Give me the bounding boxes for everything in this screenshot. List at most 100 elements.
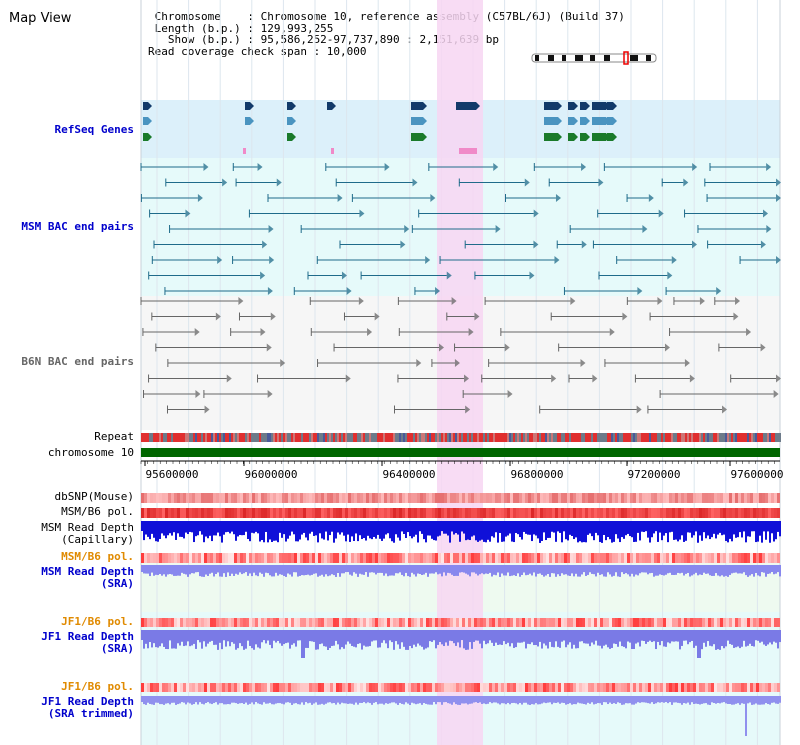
jf1-b6-pol-cell — [552, 618, 555, 627]
msm-b6-pol-cell — [591, 508, 594, 518]
dbsnp-cell — [183, 493, 186, 503]
msm-b6-pol2-cell — [696, 553, 699, 563]
msm-b6-pol2-cell — [351, 553, 354, 563]
jf1-b6-pol-cell — [354, 618, 357, 627]
jf1-trimmed-depth-bar — [611, 696, 613, 704]
jf1-sra-depth-bar — [451, 630, 453, 642]
info-length: Length (b.p.) : 129,993,255 — [148, 21, 334, 35]
msm-b6-pol-cell — [543, 508, 546, 518]
msm-sra-depth-bar — [499, 565, 501, 577]
dbsnp-cell — [648, 493, 651, 503]
jf1-b6-pol-cell — [396, 618, 399, 627]
track-label-b6n-bac-end-pairs[interactable]: B6N BAC end pairs — [21, 355, 134, 368]
jf1-sra-depth-bar — [181, 630, 183, 642]
msm-b6-pol2-cell — [459, 553, 462, 563]
msm-b6-pol-cell — [654, 508, 657, 518]
jf1-b6-pol-cell — [540, 618, 543, 627]
jf1-b6-pol2-cell — [153, 683, 156, 692]
msm-b6-pol-cell — [198, 508, 201, 518]
msm-sra-depth-bar — [201, 565, 203, 577]
msm-b6-pol2-cell — [150, 553, 153, 563]
jf1-sra-depth-bar — [247, 630, 249, 641]
msm-sra-depth-bar — [317, 565, 319, 577]
jf1-sra-depth-bar — [307, 630, 309, 648]
jf1-trimmed-depth-bar — [733, 696, 735, 705]
jf1-b6-pol2-cell — [486, 683, 489, 692]
msm-b6-pol2-cell — [681, 553, 684, 563]
msm-capillary-depth-bar — [385, 521, 387, 535]
dbsnp-cell — [741, 493, 744, 503]
track-label-msm-read-depth-sra[interactable]: MSM Read Depth (SRA) — [0, 566, 134, 590]
dbsnp-cell — [333, 493, 336, 503]
msm-sra-depth-bar — [745, 565, 747, 576]
msm-capillary-depth-bar — [265, 521, 267, 532]
jf1-sra-depth-bar — [267, 630, 269, 641]
jf1-sra-depth-bar — [527, 630, 529, 644]
msm-b6-pol-cell — [192, 508, 195, 518]
dbsnp-cell — [219, 493, 222, 503]
jf1-b6-pol2-cell — [579, 683, 582, 692]
jf1-sra-depth-bar — [265, 630, 267, 644]
jf1-b6-pol-cell — [657, 618, 660, 627]
msm-b6-pol-cell — [771, 508, 774, 518]
msm-b6-pol2-cell — [378, 553, 381, 563]
repeat-element — [203, 433, 205, 442]
jf1-trimmed-depth-bar — [519, 696, 521, 703]
dbsnp-cell — [363, 493, 366, 503]
msm-sra-depth-bar — [677, 565, 679, 573]
msm-b6-pol2-cell — [678, 553, 681, 563]
dbsnp-cell — [402, 493, 405, 503]
repeat-element — [475, 433, 477, 442]
jf1-b6-pol2-cell — [552, 683, 555, 692]
track-label-jf1-read-depth-sra[interactable]: JF1 Read Depth (SRA) — [0, 631, 134, 655]
dbsnp-cell — [336, 493, 339, 503]
jf1-b6-pol2-cell — [588, 683, 591, 692]
jf1-trimmed-depth-bar — [703, 696, 705, 704]
jf1-b6-pol-cell — [372, 618, 375, 627]
jf1-b6-pol2-cell — [441, 683, 444, 692]
msm-b6-pol-cell — [426, 508, 429, 518]
track-label-jf1-read-depth-trimmed[interactable]: JF1 Read Depth (SRA trimmed) — [0, 696, 134, 720]
msm-sra-depth-bar — [637, 565, 639, 576]
gene-strand-arrow — [586, 102, 590, 110]
jf1-sra-depth-bar — [449, 630, 451, 641]
jf1-b6-pol-cell — [177, 618, 180, 627]
jf1-b6-pol2-cell — [435, 683, 438, 692]
jf1-b6-pol-cell — [441, 618, 444, 627]
msm-sra-depth-bar — [327, 565, 329, 577]
repeat-element — [401, 433, 403, 442]
jf1-b6-pol-cell — [408, 618, 411, 627]
repeat-element — [169, 433, 171, 442]
track-label-msm-bac-end-pairs[interactable]: MSM BAC end pairs — [21, 220, 134, 233]
dbsnp-cell — [624, 493, 627, 503]
msm-b6-pol-cell — [603, 508, 606, 518]
msm-capillary-depth-bar — [687, 521, 689, 533]
jf1-trimmed-depth-bar — [657, 696, 659, 703]
jf1-trimmed-depth-bar — [315, 696, 317, 703]
msm-sra-depth-bar — [537, 565, 539, 574]
track-label-refseq-genes[interactable]: RefSeq Genes — [54, 123, 134, 136]
jf1-trimmed-depth-bar — [211, 696, 213, 705]
dbsnp-cell — [345, 493, 348, 503]
msm-b6-pol2-cell — [324, 553, 327, 563]
jf1-trimmed-depth-bar — [749, 696, 751, 703]
gene-strand-arrow — [574, 133, 578, 141]
msm-b6-pol2-cell — [255, 553, 258, 563]
repeat-element — [499, 433, 501, 442]
dbsnp-cell — [330, 493, 333, 503]
msm-b6-pol2-cell — [348, 553, 351, 563]
jf1-b6-pol2-cell — [282, 683, 285, 692]
jf1-sra-depth-bar — [401, 630, 403, 643]
msm-capillary-depth-bar — [583, 521, 585, 543]
msm-capillary-depth-bar — [493, 521, 495, 538]
jf1-trimmed-depth-bar — [515, 696, 517, 704]
msm-b6-pol2-cell — [735, 553, 738, 563]
dbsnp-cell — [357, 493, 360, 503]
jf1-b6-pol-cell — [564, 618, 567, 627]
repeat-element — [213, 433, 215, 442]
jf1-trimmed-depth-bar — [499, 696, 501, 705]
msm-b6-pol-cell — [336, 508, 339, 518]
repeat-element — [177, 433, 179, 442]
gene-feature — [327, 102, 332, 110]
